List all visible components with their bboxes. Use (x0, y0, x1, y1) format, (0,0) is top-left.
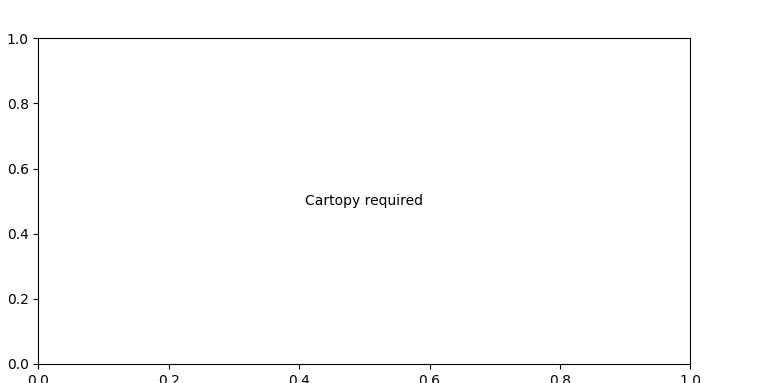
Text: Cartopy required: Cartopy required (305, 194, 423, 208)
